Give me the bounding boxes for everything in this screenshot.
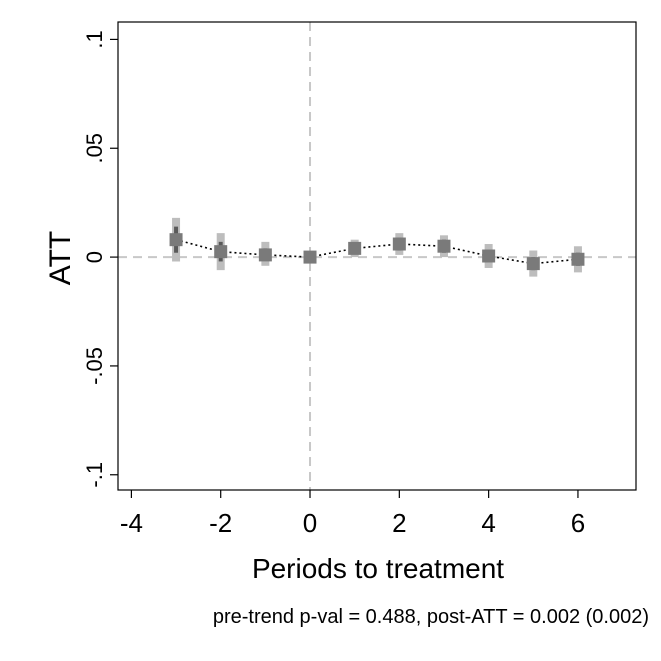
- data-point: [482, 249, 496, 263]
- data-point: [392, 237, 406, 251]
- x-axis-label: Periods to treatment: [252, 553, 504, 584]
- data-point: [303, 250, 317, 264]
- x-tick-label: 2: [392, 508, 406, 538]
- data-point: [214, 245, 228, 259]
- connector-line: [175, 238, 579, 265]
- x-tick-label: 0: [303, 508, 317, 538]
- y-tick-label: -.05: [82, 347, 107, 385]
- data-point: [348, 241, 362, 255]
- data-point: [258, 248, 272, 262]
- footnote: pre-trend p-val = 0.488, post-ATT = 0.00…: [212, 606, 649, 628]
- data-point: [169, 233, 183, 247]
- y-axis-label: ATT: [44, 231, 77, 285]
- data-point: [571, 252, 585, 266]
- y-tick-label: 0: [82, 251, 107, 263]
- y-tick-label: .05: [82, 133, 107, 164]
- x-tick-label: 4: [481, 508, 495, 538]
- plot-frame: [117, 21, 637, 491]
- x-tick-label: -2: [209, 508, 232, 538]
- y-tick-label: .1: [82, 30, 107, 48]
- y-tick-label: -.1: [82, 462, 107, 488]
- x-tick-label: -4: [120, 508, 143, 538]
- data-point: [437, 239, 451, 253]
- x-tick-label: 6: [571, 508, 585, 538]
- data-point: [526, 257, 540, 271]
